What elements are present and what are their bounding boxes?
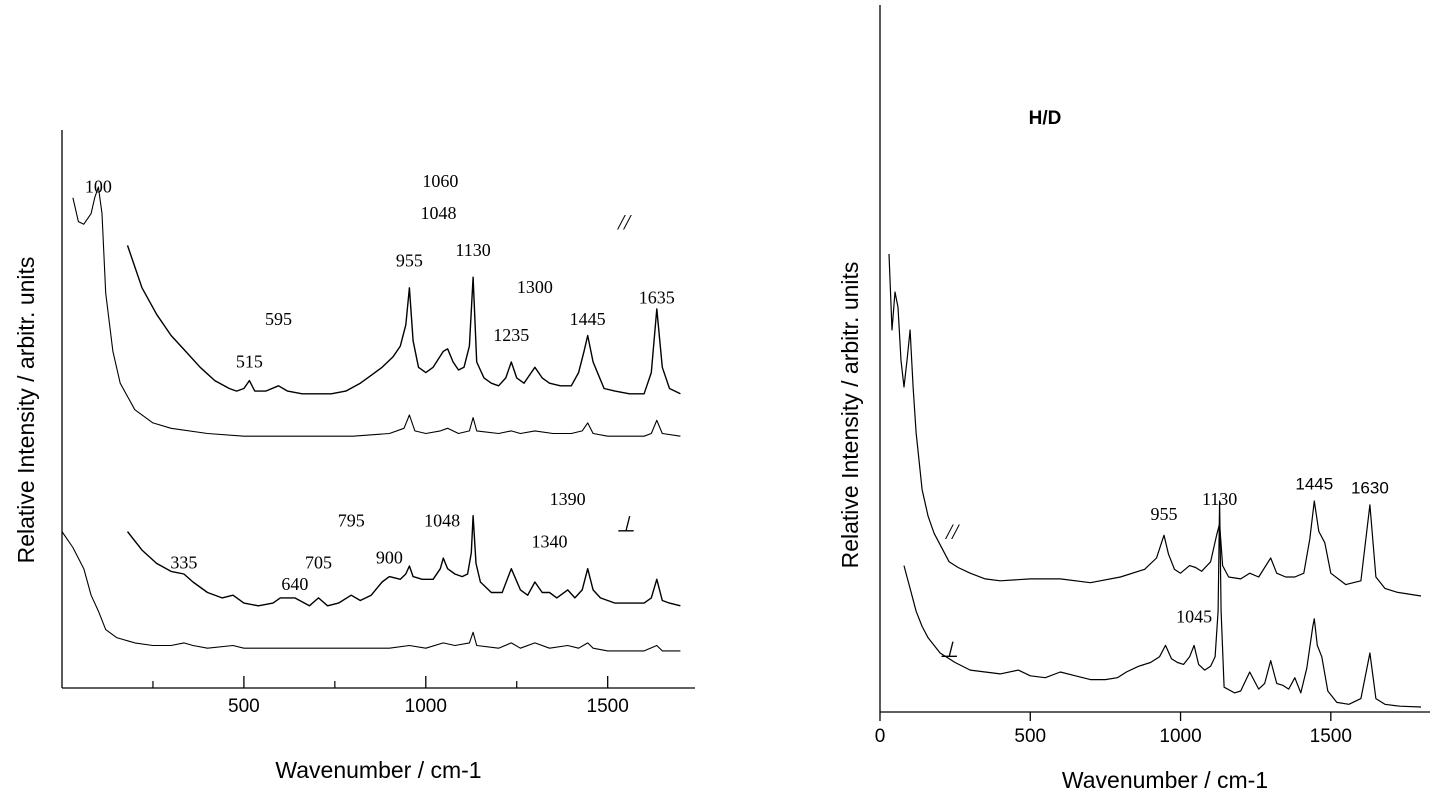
peak-label: 1390 <box>550 489 586 509</box>
peak-label: 1340 <box>531 532 567 552</box>
peak-label: 955 <box>1151 504 1178 524</box>
y-axis-label: Relative Intensity / arbitr. units <box>837 262 863 569</box>
left-panel: 500 1000 1500 Wavenumber / cm-1 Relative Int… <box>13 130 695 783</box>
peak-label: 1235 <box>493 325 529 345</box>
peak-label: 1635 <box>639 288 675 308</box>
peak-label: 1300 <box>517 277 553 297</box>
x-tick-label: 0 <box>875 726 886 747</box>
x-axis-label: Wavenumber / cm-1 <box>275 757 481 783</box>
spectrum-series-4 <box>62 531 681 652</box>
peak-label: 1445 <box>1295 475 1333 494</box>
peak-label: 795 <box>338 510 365 530</box>
peak-label: 1048 <box>421 203 457 223</box>
peak-label: 1045 <box>1176 607 1212 627</box>
x-tick-label: 1000 <box>405 696 447 717</box>
spectrum-series-2 <box>72 186 681 437</box>
polarization-label: ⊥ <box>616 512 635 537</box>
peak-label: 1048 <box>424 510 460 530</box>
peak-label: 100 <box>85 176 112 196</box>
spectrum-series-1 <box>888 253 1422 597</box>
x-tick-label: 500 <box>1014 726 1046 747</box>
spectrum-series-1 <box>126 245 681 395</box>
spectrum-series-3 <box>126 515 681 607</box>
peak-label: 1060 <box>422 171 458 191</box>
chart-title: H/D <box>1029 108 1062 129</box>
peak-label: 515 <box>236 351 263 371</box>
x-tick-label: 1500 <box>587 696 629 717</box>
peak-label: 1445 <box>570 309 606 329</box>
peak-label: 1130 <box>1202 489 1237 509</box>
polarization-label: ⊥ <box>940 637 959 662</box>
peak-label: 640 <box>281 574 308 594</box>
polarization-label: // <box>616 210 632 235</box>
spectrum-series-2 <box>903 500 1422 708</box>
polarization-label: // <box>944 519 960 544</box>
peak-label: 955 <box>396 251 423 271</box>
peak-label: 595 <box>265 309 292 329</box>
peak-label: 1130 <box>455 240 490 260</box>
x-tick-label: 500 <box>228 696 260 717</box>
right-panel: 0 500 1000 1500 Wavenumber / cm-1 Relative In… <box>837 5 1430 789</box>
peak-label: 900 <box>376 547 403 567</box>
peak-label: 1630 <box>1351 478 1389 497</box>
x-tick-label: 1000 <box>1159 726 1201 747</box>
peak-label: 335 <box>170 553 197 573</box>
y-axis-label: Relative Intensity / arbitr. units <box>13 257 39 564</box>
x-tick-label: 1500 <box>1310 726 1352 747</box>
x-axis-label: Wavenumber / cm-1 <box>1062 767 1268 789</box>
peak-label: 705 <box>305 553 332 573</box>
